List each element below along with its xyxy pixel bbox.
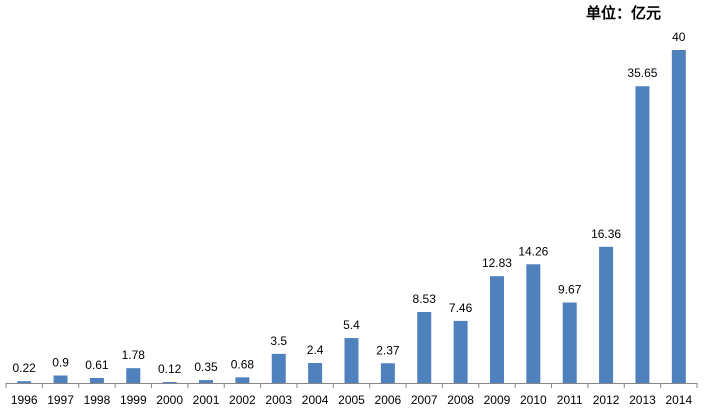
x-tick-label-2010: 2010: [520, 393, 547, 407]
bar-2009: [489, 276, 504, 383]
x-tick-label-2006: 2006: [375, 393, 402, 407]
bar-1999: [126, 368, 141, 383]
x-tick-label-2014: 2014: [665, 393, 692, 407]
bar-2012: [599, 246, 614, 383]
value-label-2009: 12.83: [482, 256, 512, 270]
value-label-2004: 2.4: [307, 343, 324, 357]
x-ticks-group: [5, 383, 698, 388]
value-label-2002: 0.68: [231, 357, 255, 371]
bar-2013: [635, 86, 650, 384]
x-tick-label-1999: 1999: [120, 393, 147, 407]
bar-2000: [162, 382, 177, 383]
x-tick-label-2009: 2009: [484, 393, 511, 407]
x-tick-label-2013: 2013: [629, 393, 656, 407]
value-label-1996: 0.22: [13, 361, 37, 375]
bar-2002: [235, 377, 250, 383]
bar-1998: [89, 377, 104, 383]
x-tick-label-2004: 2004: [302, 393, 329, 407]
bars-group: [17, 50, 686, 384]
bar-2007: [417, 311, 432, 383]
x-tick-label-2001: 2001: [193, 393, 220, 407]
bar-2006: [380, 363, 395, 383]
value-label-2012: 16.36: [591, 227, 621, 241]
bar-2008: [453, 320, 468, 383]
x-tick-label-2011: 2011: [557, 393, 583, 407]
value-label-2008: 7.46: [449, 301, 473, 315]
x-tick-label-2002: 2002: [229, 393, 256, 407]
value-labels-group: 0.22 0.9 0.61 1.78 0.12 0.35 0.68 3.5 2.4 5.4 2.37…: [13, 30, 686, 376]
x-tick-label-1997: 1997: [47, 393, 74, 407]
bar-2004: [308, 363, 323, 383]
value-label-1999: 1.78: [122, 348, 146, 362]
value-label-1997: 0.9: [52, 356, 69, 370]
value-label-2013: 35.65: [627, 66, 657, 80]
value-label-2005: 5.4: [343, 318, 360, 332]
x-tick-label-2003: 2003: [265, 393, 292, 407]
bar-2003: [271, 353, 286, 383]
unit-label: 单位：亿元: [585, 4, 661, 22]
bar-2014: [671, 50, 686, 383]
x-tick-labels-group: 1996 1997 1998 1999 2000 2001 2002 2003 2004 2005…: [11, 393, 693, 407]
value-label-2003: 3.5: [270, 334, 287, 348]
bar-1997: [53, 375, 68, 383]
x-tick-label-2005: 2005: [338, 393, 365, 407]
x-tick-label-1998: 1998: [84, 393, 111, 407]
x-tick-label-2012: 2012: [593, 393, 620, 407]
x-tick-label-2000: 2000: [156, 393, 183, 407]
value-label-2010: 14.26: [518, 244, 548, 258]
x-tick-label-2008: 2008: [447, 393, 474, 407]
bar-2005: [344, 338, 359, 383]
value-label-2011: 9.67: [558, 283, 582, 297]
value-label-2001: 0.35: [194, 360, 218, 374]
x-tick-label-1996: 1996: [11, 393, 38, 407]
x-tick-label-2007: 2007: [411, 393, 438, 407]
bar-2010: [526, 264, 541, 383]
value-label-2014: 40: [672, 30, 686, 44]
value-label-1998: 0.61: [85, 358, 109, 372]
value-label-2007: 8.53: [413, 292, 437, 306]
bar-2001: [199, 380, 214, 383]
bar-1996: [17, 381, 32, 383]
value-label-2000: 0.12: [158, 362, 182, 376]
bar-2011: [562, 302, 577, 383]
value-label-2006: 2.37: [376, 343, 400, 357]
